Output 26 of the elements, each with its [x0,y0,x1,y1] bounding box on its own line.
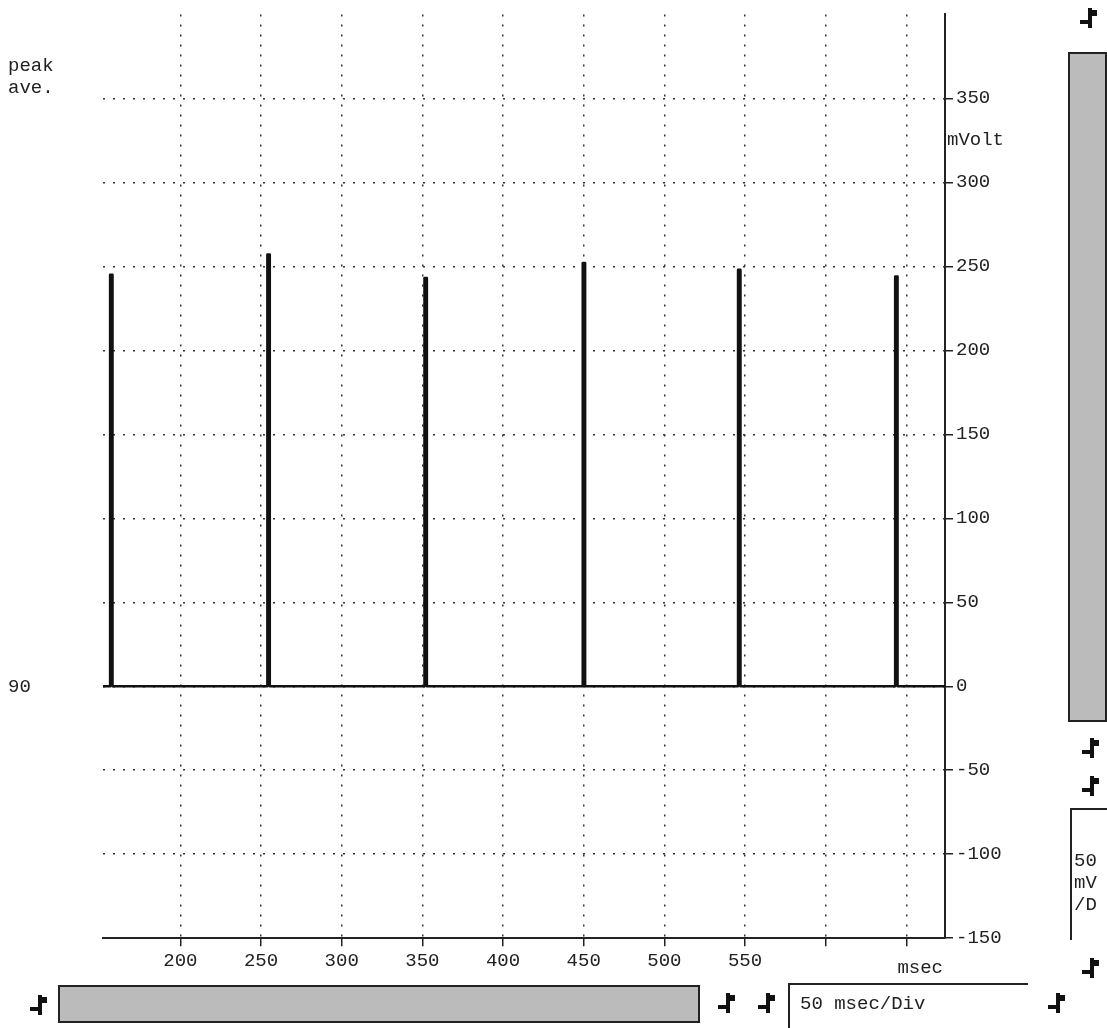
x-tick-label: 300 [324,949,359,972]
text: peak [8,55,55,77]
y-tick-label: 50 [956,591,979,614]
x-axis-title: msec [897,956,943,979]
y-tick-label: -150 [956,927,1002,950]
x-tick-label: 450 [566,949,601,972]
y-tick-label: 200 [956,339,991,362]
text: ave. [8,77,55,99]
y-tick-label: 0 [956,675,968,698]
y-tick-label: -100 [956,843,1002,866]
y-tick-label: 250 [956,255,991,278]
text: 90 [8,676,32,698]
y-tick-label: 100 [956,507,991,530]
x-tick-label: 200 [163,949,198,972]
x-tick-label: 400 [485,949,521,972]
text: 50 msec/Div [800,993,927,1015]
y-tick-label: 150 [956,423,991,446]
x-tick-label: 350 [405,949,440,972]
y-tick-label: -50 [956,759,991,782]
y-tick-label: 300 [956,171,991,194]
text: 50 mV /D [1074,850,1098,916]
y-tick-label: 350 [956,87,991,110]
y-axis-title: mVolt [947,129,1005,152]
x-tick-label: 550 [727,949,763,972]
x-tick-label: 250 [243,949,279,972]
x-tick-label: 500 [647,949,682,972]
